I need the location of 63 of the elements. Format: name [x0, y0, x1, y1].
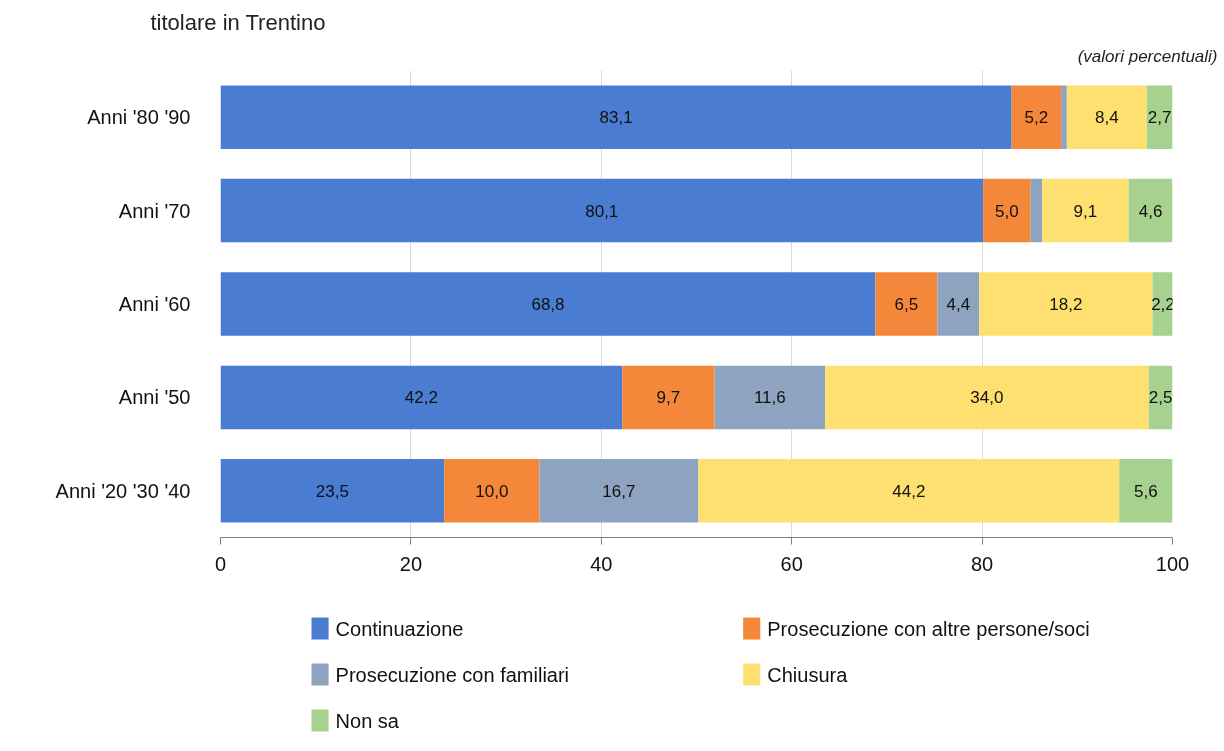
legend-label: Prosecuzione con altre persone/soci — [767, 617, 1090, 640]
y-tick-label: Anni '70 — [118, 199, 191, 222]
legend-label: Chiusura — [767, 663, 849, 686]
chart-title: titolare in Trentino — [150, 9, 326, 35]
bar — [1128, 178, 1173, 243]
legend-label: Prosecuzione con familiari — [335, 663, 570, 686]
bar — [698, 459, 1120, 523]
data-label: 16,7 — [602, 481, 636, 501]
y-tick-label: Anni '20 '30 '40 — [55, 479, 191, 502]
data-label: 68,8 — [531, 295, 565, 314]
data-label: 83,1 — [599, 108, 633, 128]
data-label: 6,5 — [894, 295, 919, 314]
data-label: 18,2 — [1049, 295, 1083, 314]
x-tick-label: 40 — [590, 552, 613, 575]
data-label: 4,4 — [946, 295, 971, 314]
bar — [1066, 85, 1147, 149]
data-label: 44,2 — [892, 481, 926, 501]
bar — [444, 459, 540, 523]
data-label: 11,6 — [753, 388, 786, 408]
data-label: 2,5 — [1148, 388, 1173, 408]
bar — [1011, 85, 1062, 149]
data-label: 80,1 — [585, 201, 619, 221]
bar — [983, 178, 1031, 243]
bar — [220, 365, 623, 430]
data-label: 5,2 — [1024, 108, 1049, 128]
data-label: 9,1 — [1073, 201, 1098, 221]
bar — [220, 85, 1012, 149]
bar — [220, 178, 984, 243]
y-tick-label: Anni '50 — [118, 386, 191, 409]
data-label: 5,6 — [1134, 481, 1158, 501]
x-tick-label: 60 — [780, 552, 803, 575]
bar — [622, 365, 715, 430]
bar — [1119, 459, 1173, 523]
data-label: 42,2 — [404, 388, 438, 408]
bar — [539, 459, 699, 523]
bar — [220, 272, 876, 336]
bar — [714, 365, 826, 430]
data-label: 9,7 — [656, 388, 681, 408]
x-tick-label: 20 — [399, 552, 423, 575]
bar — [1042, 178, 1129, 243]
bar — [1146, 85, 1173, 149]
y-tick-label: Anni '80 '90 — [87, 106, 191, 129]
bar — [937, 272, 980, 336]
bar — [875, 272, 938, 336]
data-label: 23,5 — [315, 481, 349, 501]
data-label: 5,0 — [995, 201, 1019, 221]
text: (valori percentuali) — [1077, 46, 1218, 66]
x-tick-label: 100 — [1155, 552, 1190, 575]
data-label: 4,6 — [1138, 201, 1163, 221]
bar — [1030, 178, 1043, 243]
legend-label: Continuazione — [335, 617, 464, 640]
data-label: 2,7 — [1147, 108, 1172, 128]
x-tick-label: 80 — [970, 552, 994, 575]
legend-label: Non sa — [335, 709, 400, 732]
y-tick-label: Anni '60 — [118, 293, 191, 315]
bar — [979, 272, 1153, 336]
bar — [1061, 85, 1067, 149]
x-tick-label: 0 — [214, 552, 227, 575]
data-label: 10,0 — [475, 481, 509, 501]
data-label: 34,0 — [970, 388, 1004, 408]
bar — [220, 459, 445, 523]
data-label: 8,4 — [1095, 108, 1119, 128]
bar — [825, 365, 1149, 430]
